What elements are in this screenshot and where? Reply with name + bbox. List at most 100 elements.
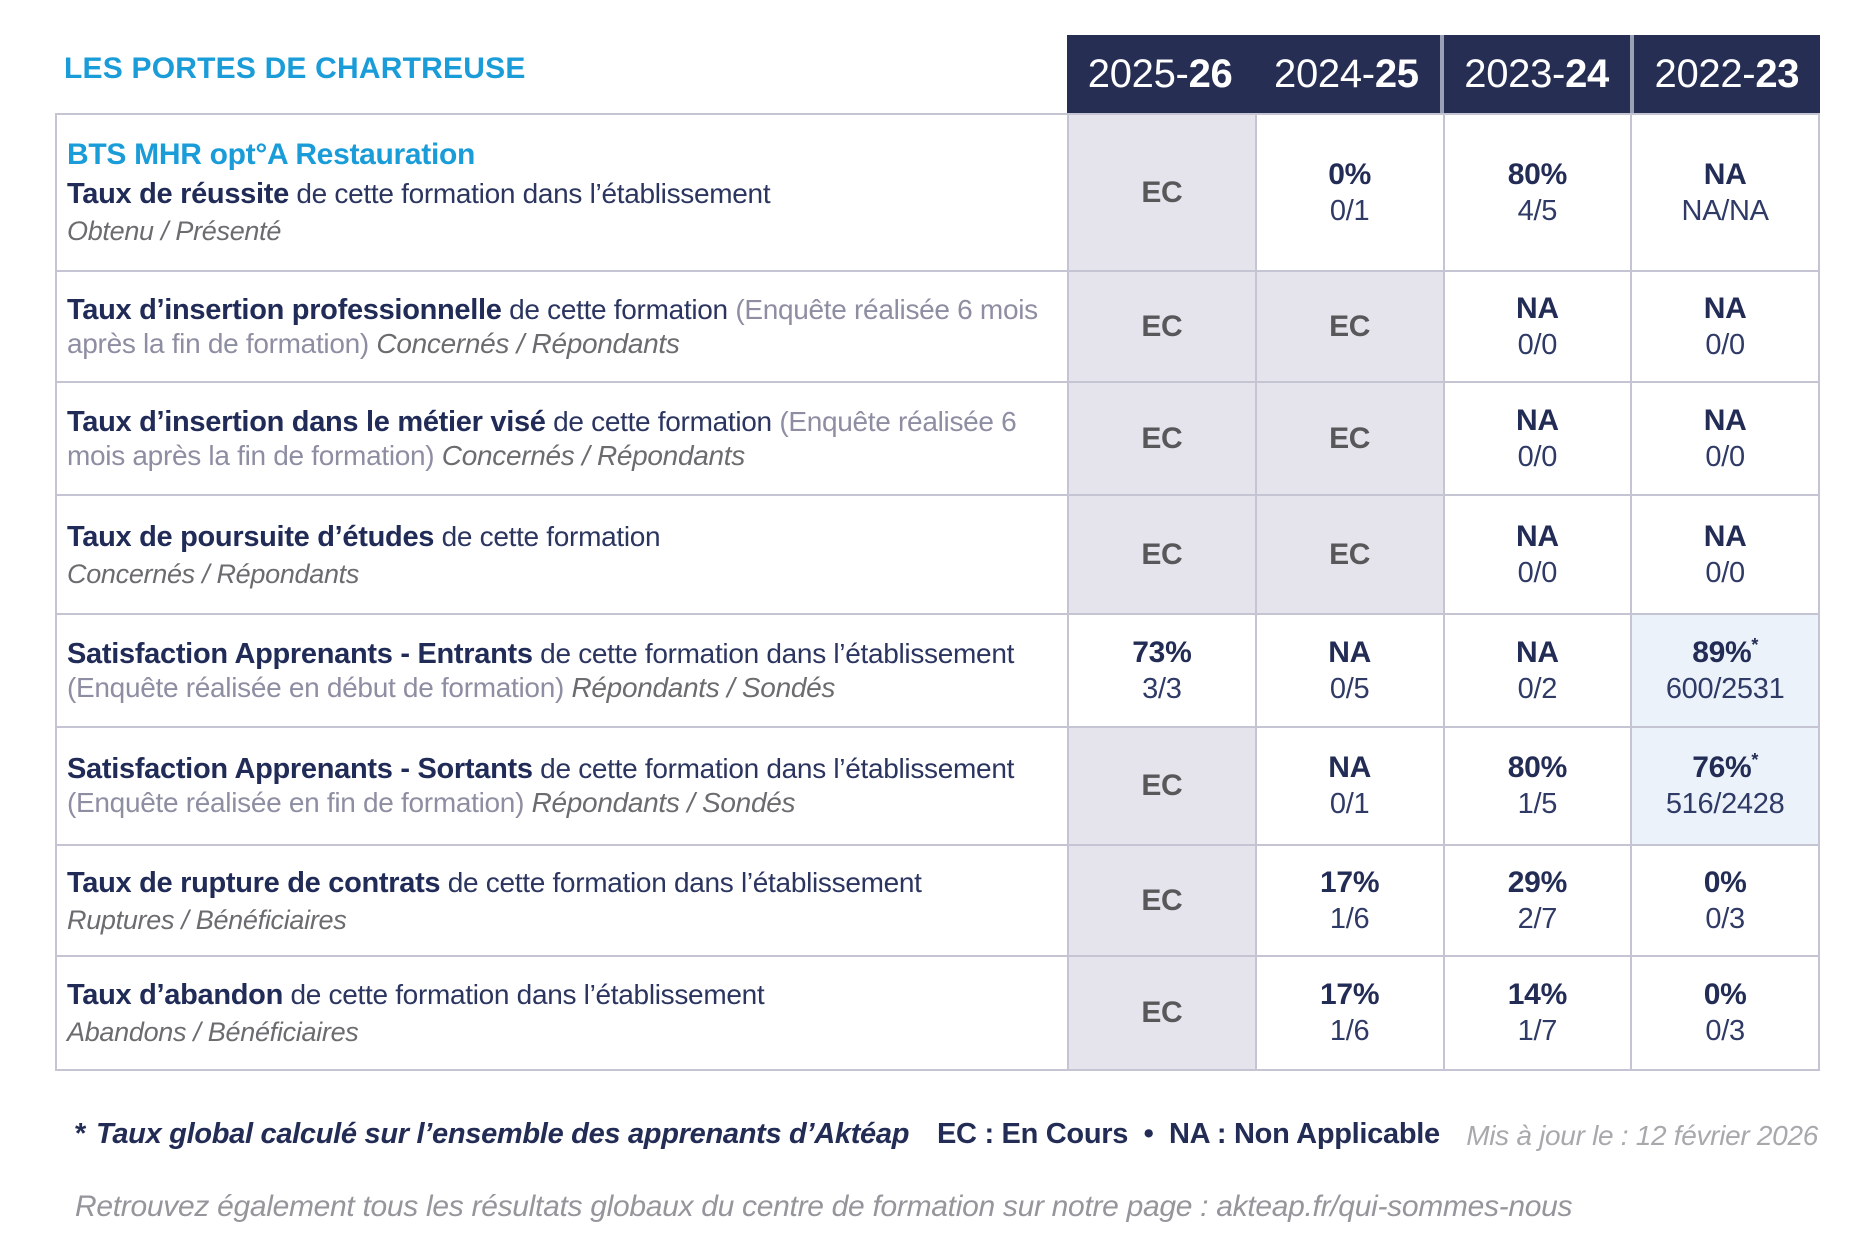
row-title: Taux de réussite xyxy=(67,178,289,210)
row-description: de cette formation dans l’établissement xyxy=(296,178,771,209)
stat-fraction: NA/NA xyxy=(1681,194,1769,227)
star-marker: * xyxy=(1751,750,1759,770)
footnote-star: * xyxy=(75,1118,86,1150)
stat-cell: NA 0/0 xyxy=(1630,383,1818,494)
year-header-cell: 2025- 26 xyxy=(1067,35,1253,113)
footnote-text: Taux global calculé sur l’ensemble des a… xyxy=(96,1118,910,1150)
table-row: Taux de rupture de contrats de cette for… xyxy=(57,844,1818,955)
stat-cell: 17% 1/6 xyxy=(1254,846,1443,955)
stat-value: EC xyxy=(1141,769,1183,802)
stat-fraction: 2/7 xyxy=(1517,902,1558,935)
table-row: Taux d’abandon de cette formation dans l… xyxy=(57,955,1818,1069)
stat-value: 76%* xyxy=(1692,751,1758,785)
stat-fraction: 0/0 xyxy=(1517,440,1558,473)
stat-cell: EC xyxy=(1067,272,1255,381)
table-row: BTS MHR opt°A Restauration Taux de réuss… xyxy=(57,115,1818,270)
stat-cell: NA 0/0 xyxy=(1442,496,1631,613)
stat-cell: 89%* 600/2531 xyxy=(1630,615,1818,726)
row-title: Taux d’insertion professionnelle xyxy=(67,293,502,326)
results-table: 2025- 26 2024- 25 2023- 24 2022- 23 BTS MHR … xyxy=(55,35,1820,1071)
stat-value: 14% xyxy=(1507,978,1567,1011)
stat-cell: NA 0/0 xyxy=(1630,272,1818,381)
stat-fraction: 3/3 xyxy=(1142,672,1182,705)
stat-cell: NA 0/2 xyxy=(1442,615,1631,726)
row-title: Satisfaction Apprenants - Sortants xyxy=(67,753,533,785)
stat-value: NA xyxy=(1703,519,1747,553)
course-title: BTS MHR opt°A Restauration xyxy=(67,138,476,171)
year-header-cell: 2022- 23 xyxy=(1629,35,1820,113)
stat-cell: EC xyxy=(1067,728,1255,844)
row-description: de cette formation dans l’établissement xyxy=(290,979,765,1010)
stat-value: NA xyxy=(1703,403,1747,437)
row-description: de cette formation xyxy=(441,520,661,552)
row-title: Taux de rupture de contrats xyxy=(67,866,441,899)
stat-cell: EC xyxy=(1067,846,1255,955)
stat-value: NA xyxy=(1516,291,1559,325)
row-title-line: Taux d’insertion professionnelle de cett… xyxy=(67,293,1051,361)
footnote: * Taux global calculé sur l’ensemble des … xyxy=(75,1118,909,1151)
stat-fraction: 1/7 xyxy=(1517,1015,1558,1047)
year-end: 25 xyxy=(1374,51,1419,96)
stat-cell: EC xyxy=(1067,496,1255,613)
stat-cell: 0% 0/3 xyxy=(1630,846,1818,955)
header-spacer xyxy=(55,35,1067,113)
row-description: de cette formation dans l’établissement xyxy=(540,753,1015,784)
stat-cell: EC xyxy=(1067,957,1255,1069)
row-label: Taux d’insertion professionnelle de cett… xyxy=(57,272,1067,381)
row-label: Satisfaction Apprenants - Entrants de ce… xyxy=(57,615,1067,726)
stat-value: NA xyxy=(1516,635,1559,669)
stat-value: EC xyxy=(1329,537,1371,571)
star-marker: * xyxy=(1751,634,1759,655)
stat-fraction: 1/6 xyxy=(1329,1015,1370,1047)
abbreviations-legend: EC : En Cours • NA : Non Applicable xyxy=(937,1118,1440,1150)
row-subtitle: Obtenu / Présenté xyxy=(67,216,282,246)
stat-value: 89%* xyxy=(1692,636,1758,670)
table-row: Satisfaction Apprenants - Entrants de ce… xyxy=(57,613,1818,726)
year-start: 2022- xyxy=(1654,51,1756,96)
stat-cell: NA 0/0 xyxy=(1442,272,1631,381)
row-subtitle: Ruptures / Bénéficiaires xyxy=(67,904,347,935)
stat-value: 0% xyxy=(1328,157,1371,191)
stat-cell: EC xyxy=(1067,383,1255,494)
stat-value: 80% xyxy=(1507,751,1567,784)
table-body: BTS MHR opt°A Restauration Taux de réuss… xyxy=(55,113,1820,1071)
row-title-line: Taux d’abandon de cette formation dans l… xyxy=(67,978,1051,1012)
stat-fraction: 0/0 xyxy=(1705,328,1745,361)
row-description: de cette formation dans l’établissement xyxy=(447,866,922,898)
row-title: Satisfaction Apprenants - Entrants xyxy=(67,637,533,670)
stat-cell: 73% 3/3 xyxy=(1067,615,1255,726)
row-title: Taux d’abandon xyxy=(67,979,283,1011)
stat-fraction: 0/2 xyxy=(1517,672,1558,705)
stat-value: 80% xyxy=(1507,157,1567,191)
stat-percent: 89% xyxy=(1692,635,1752,669)
stat-cell: NA 0/0 xyxy=(1630,496,1818,613)
stat-fraction: 0/0 xyxy=(1517,556,1558,589)
stat-fraction: 0/0 xyxy=(1705,440,1745,473)
stat-fraction: 0/3 xyxy=(1705,1015,1745,1047)
stat-fraction: 0/1 xyxy=(1329,788,1370,820)
stat-fraction: 4/5 xyxy=(1517,194,1558,227)
stat-value: NA xyxy=(1703,157,1747,191)
stat-cell: 0% 0/1 xyxy=(1254,115,1443,270)
stat-fraction: 600/2531 xyxy=(1665,672,1785,705)
stat-value: 29% xyxy=(1507,865,1567,899)
row-note: (Enquête réalisée 6 mois après la fin de… xyxy=(67,293,1038,359)
year-start: 2024- xyxy=(1274,51,1375,96)
stat-cell: EC xyxy=(1067,115,1255,270)
stat-cell: NA 0/1 xyxy=(1254,728,1443,844)
year-header-cell: 2023- 24 xyxy=(1439,35,1630,113)
stat-value: NA xyxy=(1516,403,1559,437)
table-row: Taux d’insertion professionnelle de cett… xyxy=(57,270,1818,381)
stat-value: EC xyxy=(1141,883,1183,917)
row-description: de cette formation xyxy=(509,293,728,325)
stat-value: EC xyxy=(1141,309,1183,343)
row-subtitle: Concernés / Répondants xyxy=(67,558,360,589)
stat-cell: 17% 1/6 xyxy=(1254,957,1443,1069)
year-end: 23 xyxy=(1755,51,1800,96)
stat-value: EC xyxy=(1329,421,1371,455)
establishment-name: LES PORTES DE CHARTREUSE xyxy=(64,52,526,85)
table-row: Satisfaction Apprenants - Sortants de ce… xyxy=(57,726,1818,844)
stat-value: EC xyxy=(1141,996,1183,1029)
stat-cell: 0% 0/3 xyxy=(1630,957,1818,1069)
